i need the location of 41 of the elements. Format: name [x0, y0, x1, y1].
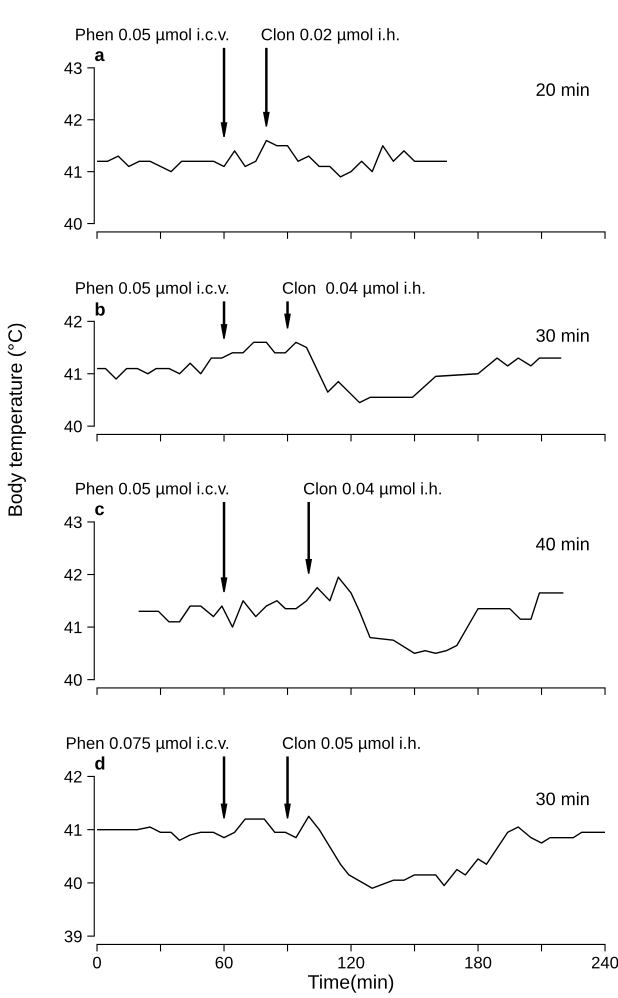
line-series — [97, 140, 447, 178]
ref-line-label: Clon 0.04 µmol i.h. — [304, 482, 441, 498]
y-tick-label: 42 — [64, 316, 82, 328]
ref-line-label: Phen 0.05 µmol i.c.v. — [76, 28, 228, 44]
x-tick-label: 120 — [338, 956, 364, 969]
annotation: 40 min — [536, 537, 589, 550]
line-series — [138, 576, 564, 654]
annotation: 20 min — [536, 82, 589, 96]
y-tick-label: 40 — [64, 218, 82, 230]
y-tick-label: 41 — [64, 824, 82, 836]
x-tick-label: 240 — [592, 956, 618, 969]
y-tick-label: 42 — [64, 568, 82, 581]
line-series — [97, 342, 562, 404]
ref-line-label: Clon 0.02 µmol i.h. — [262, 28, 399, 44]
y-tick-label: 40 — [64, 420, 82, 432]
chart-title: a — [95, 51, 105, 62]
y-tick-label: 43 — [64, 62, 82, 74]
y-tick-label: 41 — [64, 166, 82, 178]
chart-title: d — [95, 756, 104, 770]
y-tick-label: 39 — [64, 930, 82, 942]
x-tick-label: 180 — [465, 956, 492, 969]
x-tick-label: 0 — [93, 956, 102, 969]
y-tick-label: 42 — [64, 114, 82, 126]
y-tick-label: 40 — [64, 674, 82, 686]
chart-title: c — [95, 505, 104, 516]
x-tick-label: 60 — [216, 956, 233, 969]
ref-line-label: Clon 0.04 µmol i.h. — [282, 282, 424, 298]
ref-line-label: Phen 0.075 µmol i.c.v. — [66, 736, 228, 752]
annotation: 30 min — [536, 328, 589, 342]
y-tick-label: 42 — [64, 770, 82, 782]
y-tick-label: 40 — [64, 877, 82, 890]
ref-line-label: Clon 0.05 µmol i.h. — [282, 736, 420, 752]
y-tick-label: 41 — [64, 622, 82, 634]
y-tick-label: 41 — [64, 368, 82, 380]
y-tick-label: 43 — [64, 516, 82, 528]
chart-title: b — [96, 302, 105, 316]
annotation: 30 min — [536, 792, 589, 806]
y-axis-title: Body temperature (°C) — [8, 324, 26, 516]
ref-line-label: Phen 0.05 µmol i.c.v. — [76, 282, 228, 298]
ref-line-label: Phen 0.05 µmol i.c.v. — [76, 482, 228, 498]
x-axis-title: Time(min) — [308, 974, 394, 993]
